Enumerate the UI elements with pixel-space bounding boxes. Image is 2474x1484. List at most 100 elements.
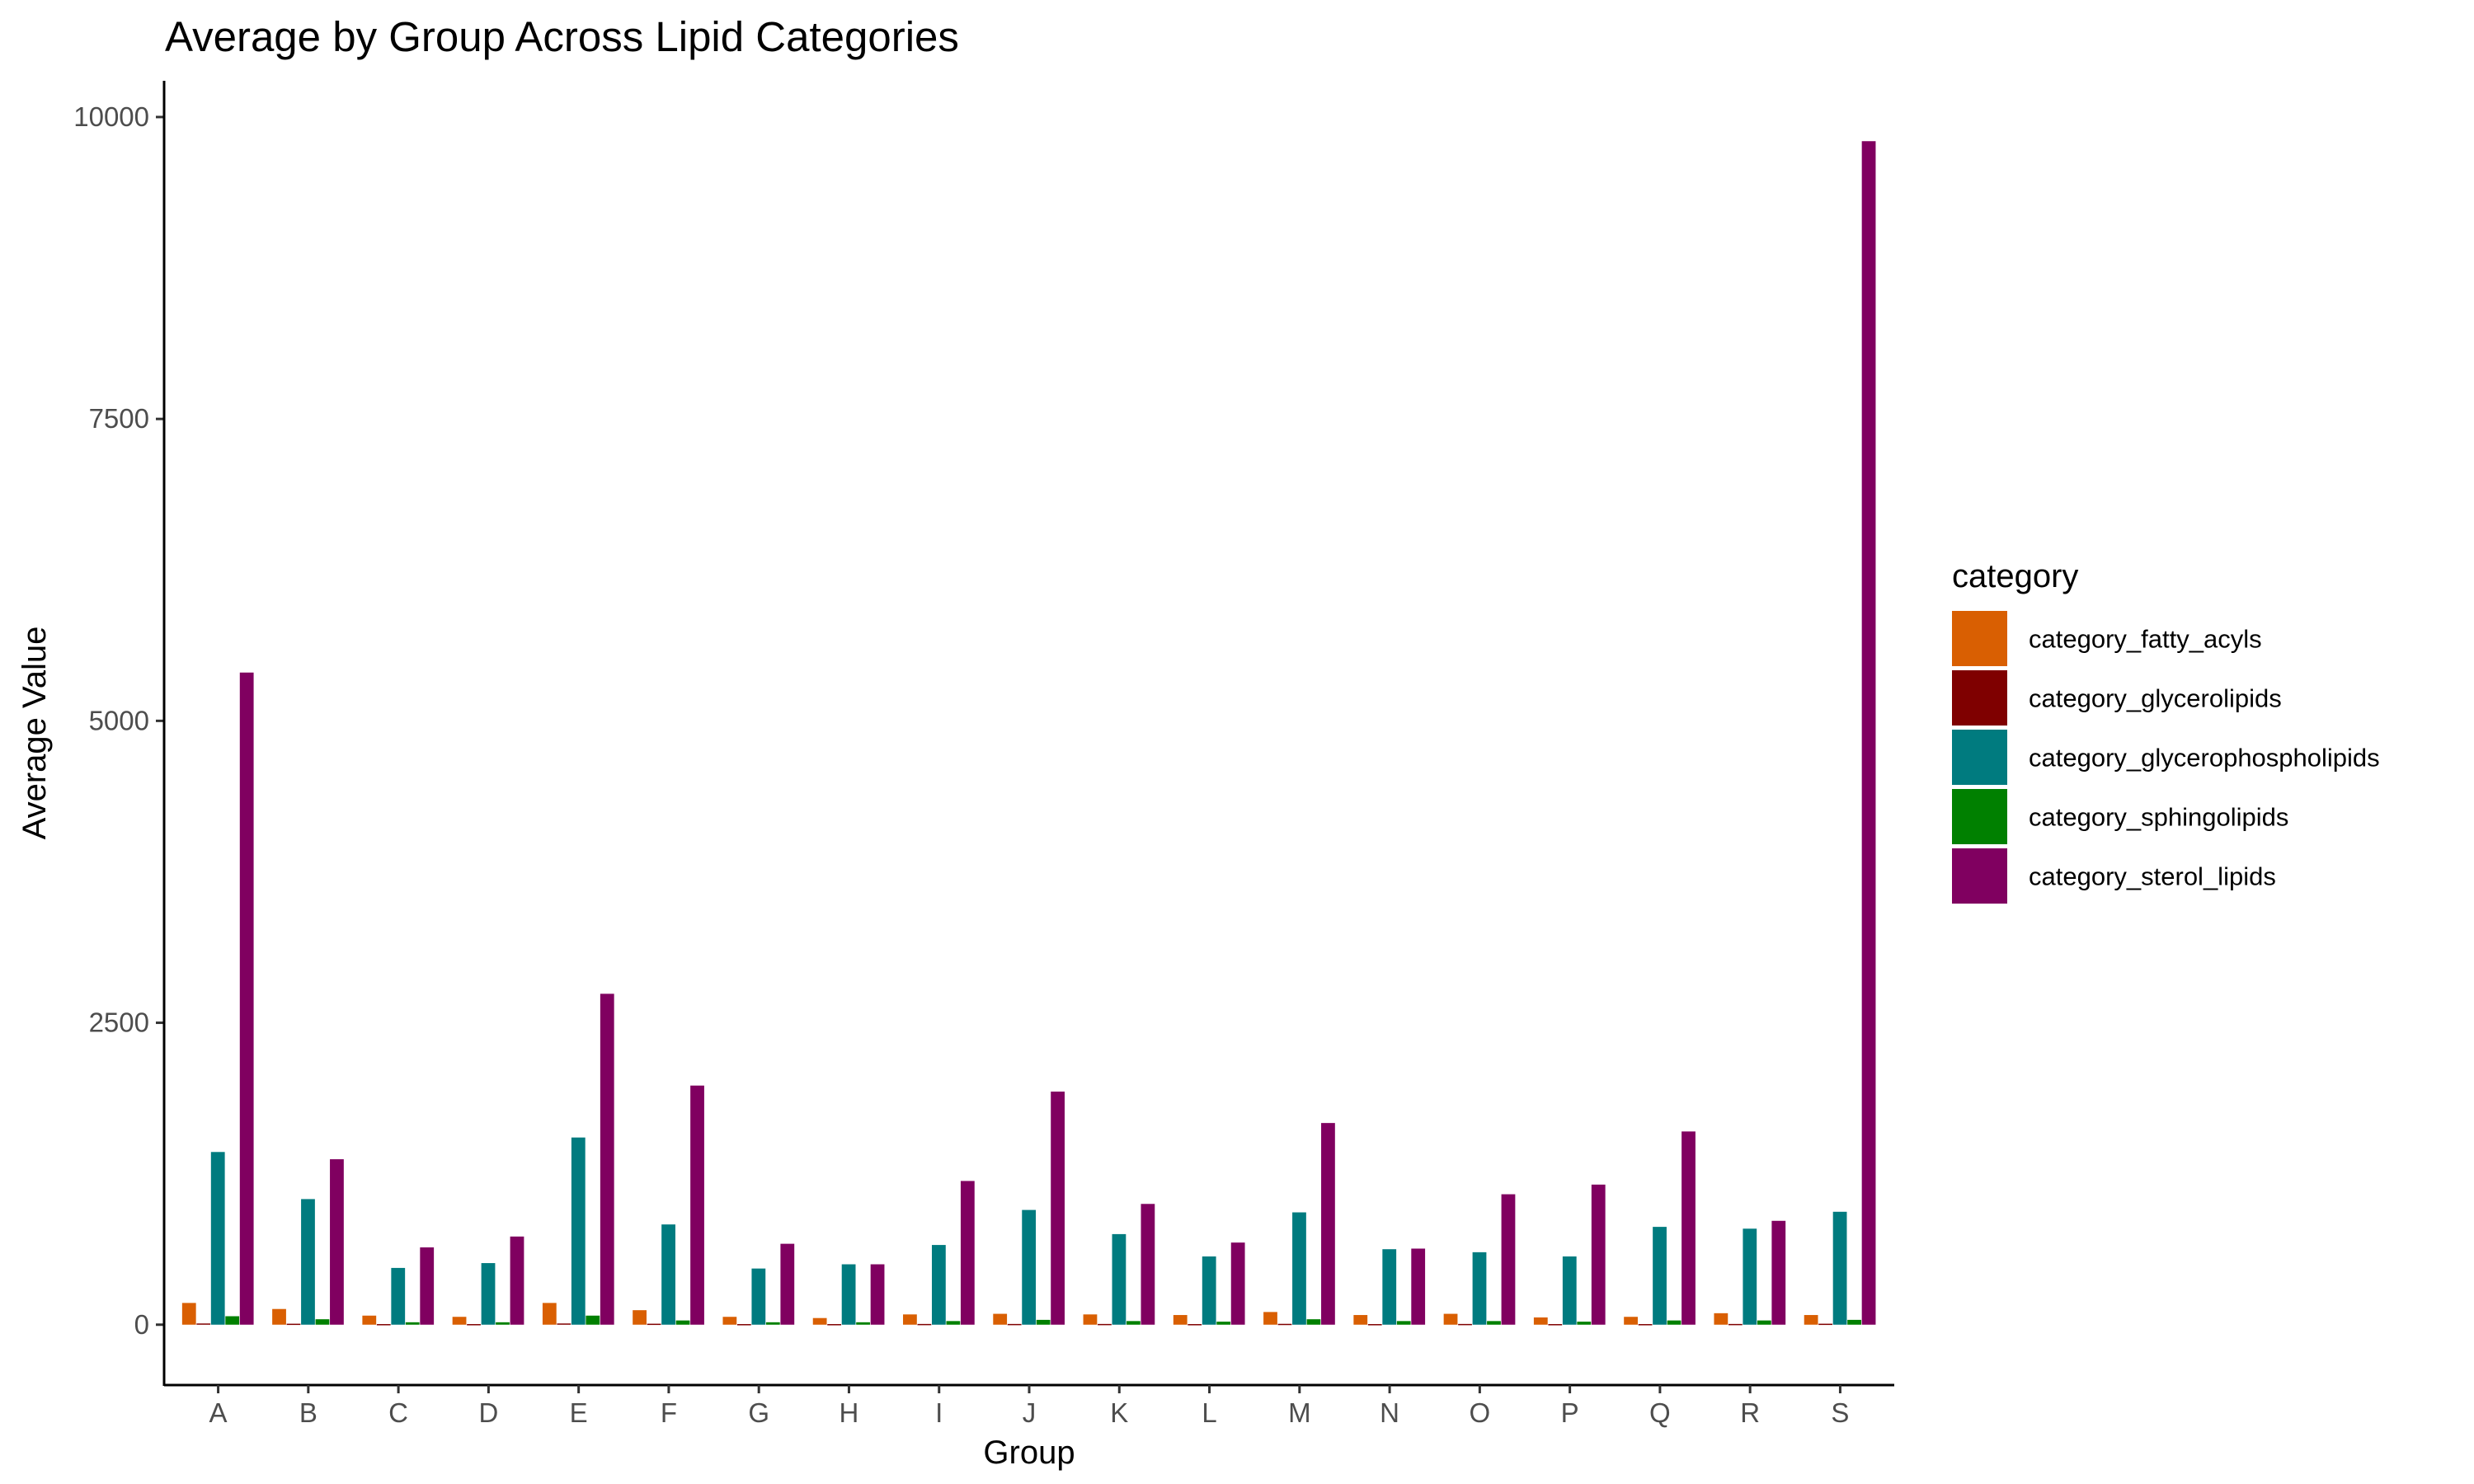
legend-title: category: [1952, 558, 2078, 594]
bar-L-category_glycerophospholipids: [1202, 1256, 1216, 1325]
bar-J-category_glycerophospholipids: [1022, 1209, 1037, 1325]
bar-E-category_sphingolipids: [586, 1315, 600, 1325]
bar-B-category_sphingolipids: [315, 1319, 330, 1325]
y-tick-label: 10000: [73, 101, 149, 132]
bar-H-category_fatty_acyls: [812, 1317, 827, 1325]
bar-S-category_fatty_acyls: [1804, 1315, 1818, 1325]
bar-O-category_fatty_acyls: [1443, 1313, 1458, 1325]
chart-title: Average by Group Across Lipid Categories: [165, 13, 959, 60]
bar-F-category_fatty_acyls: [633, 1310, 647, 1325]
bar-J-category_glycerolipids: [1007, 1323, 1022, 1326]
bar-G-category_sterol_lipids: [780, 1243, 795, 1325]
bar-G-category_glycerolipids: [736, 1324, 751, 1326]
bar-C-category_sphingolipids: [405, 1322, 420, 1325]
bar-J-category_fatty_acyls: [993, 1313, 1008, 1325]
bar-F-category_glycerophospholipids: [661, 1224, 675, 1325]
bar-A-category_glycerophospholipids: [210, 1152, 225, 1325]
bar-J-category_sterol_lipids: [1051, 1092, 1065, 1325]
x-tick-label: B: [299, 1397, 317, 1428]
legend: category category_fatty_acyls category_gl…: [1952, 558, 2380, 904]
y-tick-label: 5000: [89, 705, 149, 735]
bar-Q-category_sphingolipids: [1667, 1320, 1681, 1325]
bar-G-category_fatty_acyls: [722, 1317, 737, 1325]
bar-N-category_glycerophospholipids: [1382, 1249, 1397, 1325]
legend-label: category_glycerolipids: [2029, 684, 2282, 713]
legend-label: category_fatty_acyls: [2029, 625, 2262, 654]
bar-D-category_fatty_acyls: [452, 1317, 467, 1325]
bar-I-category_glycerophospholipids: [931, 1245, 946, 1325]
bar-C-category_glycerophospholipids: [391, 1267, 406, 1325]
bar-K-category_sphingolipids: [1126, 1321, 1141, 1325]
bar-R-category_sphingolipids: [1757, 1320, 1771, 1325]
y-tick-label: 0: [134, 1309, 149, 1340]
bars: [181, 141, 1876, 1326]
bar-J-category_sphingolipids: [1036, 1319, 1051, 1325]
bar-O-category_sterol_lipids: [1501, 1194, 1516, 1325]
x-tick-label: S: [1831, 1397, 1849, 1428]
bar-P-category_glycerophospholipids: [1562, 1256, 1577, 1325]
bar-F-category_sphingolipids: [675, 1320, 690, 1325]
bar-B-category_glycerolipids: [286, 1323, 301, 1326]
y-axis-ticks: 0 2500 5000 7500 10000: [73, 101, 164, 1340]
bar-I-category_sphingolipids: [946, 1321, 961, 1325]
bar-R-category_fatty_acyls: [1714, 1313, 1729, 1325]
bar-A-category_glycerolipids: [196, 1323, 211, 1325]
bar-Q-category_fatty_acyls: [1624, 1317, 1638, 1325]
bar-M-category_fatty_acyls: [1263, 1312, 1277, 1325]
x-tick-label: Q: [1649, 1397, 1671, 1428]
bar-Q-category_glycerolipids: [1638, 1324, 1653, 1326]
bar-R-category_glycerolipids: [1728, 1323, 1743, 1326]
x-tick-label: R: [1740, 1397, 1760, 1428]
bar-C-category_sterol_lipids: [420, 1247, 435, 1325]
y-axis-title: Average Value: [16, 627, 53, 840]
bar-S-category_sphingolipids: [1847, 1319, 1861, 1325]
bar-A-category_sphingolipids: [225, 1316, 240, 1325]
bar-N-category_sphingolipids: [1396, 1321, 1411, 1325]
bar-M-category_glycerophospholipids: [1292, 1212, 1306, 1325]
bar-B-category_glycerophospholipids: [301, 1199, 315, 1325]
bar-E-category_sterol_lipids: [600, 993, 614, 1325]
x-tick-label: F: [661, 1397, 677, 1428]
bar-L-category_sphingolipids: [1216, 1322, 1231, 1325]
bar-H-category_glycerophospholipids: [841, 1264, 856, 1325]
bar-L-category_sterol_lipids: [1230, 1242, 1245, 1325]
bar-S-category_glycerolipids: [1818, 1323, 1832, 1326]
bar-P-category_glycerolipids: [1548, 1324, 1563, 1326]
x-tick-label: A: [209, 1397, 228, 1428]
legend-key-category_fatty_acyls: [1952, 611, 2007, 666]
legend-label: category_sterol_lipids: [2029, 862, 2276, 891]
legend-key-category_sphingolipids: [1952, 789, 2007, 844]
x-tick-label: G: [748, 1397, 769, 1428]
bar-A-category_fatty_acyls: [181, 1303, 196, 1325]
x-tick-label: L: [1202, 1397, 1216, 1428]
bar-H-category_glycerolipids: [827, 1324, 842, 1326]
bar-L-category_fatty_acyls: [1173, 1315, 1188, 1325]
bar-P-category_sterol_lipids: [1591, 1184, 1606, 1325]
bar-O-category_glycerophospholipids: [1472, 1252, 1487, 1325]
bar-L-category_glycerolipids: [1188, 1324, 1202, 1326]
x-tick-label: D: [478, 1397, 498, 1428]
bar-K-category_sterol_lipids: [1141, 1204, 1155, 1325]
legend-label: category_glycerophospholipids: [2029, 744, 2380, 773]
bar-D-category_glycerolipids: [467, 1324, 481, 1326]
x-tick-label: J: [1023, 1397, 1037, 1428]
bar-F-category_glycerolipids: [647, 1323, 661, 1326]
bar-O-category_glycerolipids: [1458, 1323, 1472, 1326]
bar-P-category_fatty_acyls: [1533, 1317, 1548, 1325]
bar-C-category_fatty_acyls: [362, 1315, 377, 1325]
bar-M-category_sterol_lipids: [1321, 1123, 1335, 1325]
bar-N-category_sterol_lipids: [1411, 1248, 1426, 1325]
bar-S-category_sterol_lipids: [1861, 141, 1876, 1325]
x-tick-label: K: [1110, 1397, 1128, 1428]
legend-key-category_glycerophospholipids: [1952, 730, 2007, 785]
x-tick-label: E: [570, 1397, 588, 1428]
bar-D-category_sterol_lipids: [510, 1236, 524, 1325]
bar-I-category_glycerolipids: [917, 1323, 932, 1326]
bar-K-category_glycerophospholipids: [1112, 1233, 1126, 1325]
bar-D-category_sphingolipids: [496, 1322, 510, 1325]
bar-G-category_sphingolipids: [765, 1322, 780, 1325]
bar-G-category_glycerophospholipids: [751, 1268, 766, 1325]
bar-B-category_fatty_acyls: [272, 1308, 286, 1325]
bar-Q-category_sterol_lipids: [1681, 1131, 1696, 1325]
